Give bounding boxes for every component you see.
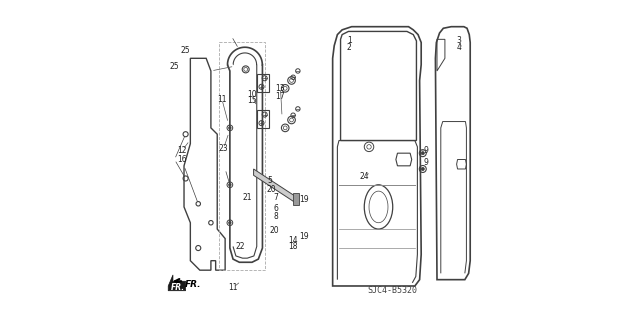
Text: 12: 12 [178,145,187,154]
Text: 10: 10 [247,90,257,99]
Text: 18: 18 [289,242,298,251]
Text: 21: 21 [243,193,252,202]
Circle shape [228,127,231,129]
Text: 19: 19 [300,195,309,204]
Circle shape [228,221,231,224]
Text: 3: 3 [457,36,461,45]
Text: 1: 1 [347,36,351,45]
Circle shape [421,152,424,155]
Text: 11: 11 [228,283,238,292]
Text: 2: 2 [347,43,351,52]
Text: 25: 25 [180,46,191,55]
Text: 19: 19 [300,233,309,241]
Text: 23: 23 [219,144,228,153]
Text: FR.: FR. [172,283,186,292]
Text: 24: 24 [360,172,369,182]
Text: 11: 11 [217,95,227,104]
Text: 14: 14 [288,236,298,245]
Text: FR.: FR. [185,280,201,289]
Text: 15: 15 [247,97,257,106]
Circle shape [228,183,231,186]
Text: 25: 25 [170,62,179,71]
Text: 9: 9 [424,145,429,154]
Text: 5: 5 [267,175,272,185]
Polygon shape [293,193,300,205]
Text: 8: 8 [273,212,278,221]
Text: 13: 13 [276,84,285,93]
Polygon shape [168,275,186,291]
Text: 20: 20 [266,185,276,194]
Text: 9: 9 [424,158,429,167]
Text: 6: 6 [273,204,278,213]
Text: 4: 4 [457,43,461,52]
Text: 22: 22 [236,242,245,251]
Polygon shape [253,169,294,202]
Text: 7: 7 [273,193,278,202]
Text: SJC4-B5320: SJC4-B5320 [368,286,418,295]
Text: 20: 20 [269,226,279,235]
Circle shape [421,167,424,171]
Text: 17: 17 [276,92,285,101]
Text: 16: 16 [178,155,188,164]
